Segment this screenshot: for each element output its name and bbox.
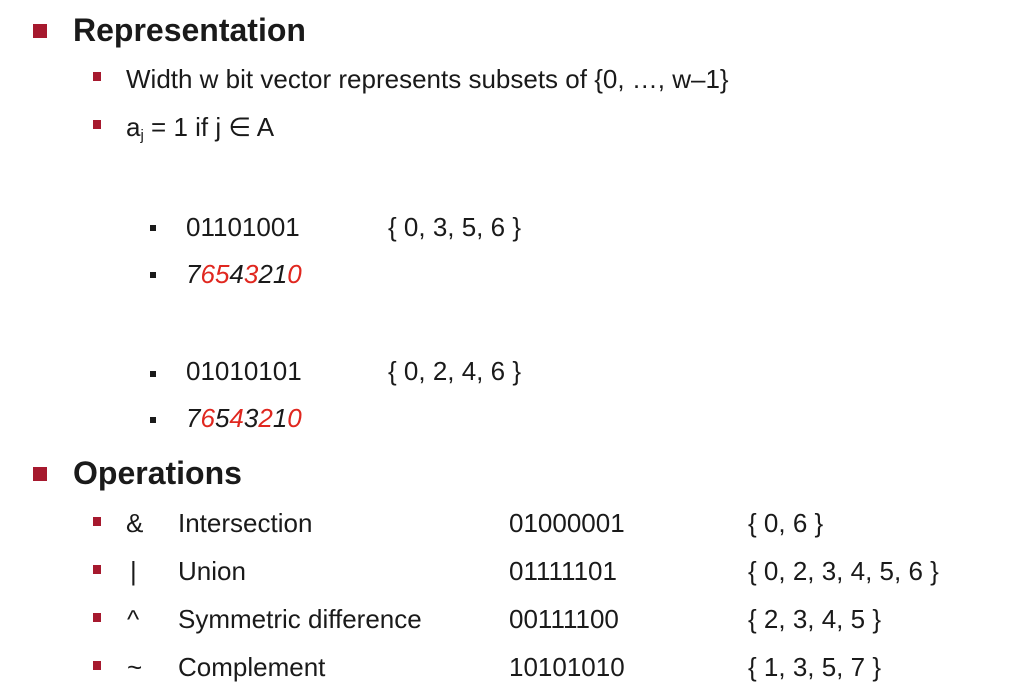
membership-rule-sub: j [140,127,144,144]
membership-rule-post: = 1 if j ∈ A [143,112,275,142]
bit-index-digit: 2 [258,259,273,289]
op-symbol-not: ~ [127,652,143,682]
op-symbol-xor: ^ [127,604,140,634]
example-1-bits: 01101001 [186,212,300,242]
op-symbol-or: | [130,556,137,586]
op-name-intersection: Intersection [178,508,313,538]
bit-index-digit: 5 [214,403,230,433]
example-bullet [150,272,156,278]
op-set-symmetric-difference: { 2, 3, 4, 5 } [748,604,881,634]
list-bullet [93,517,101,526]
bit-index-digit: 1 [272,259,288,289]
bit-vector-definition: Width w bit vector represents subsets of… [126,64,729,94]
example-2-bits: 01010101 [186,356,302,386]
list-bullet [93,661,101,670]
bit-index-digit: 3 [243,259,259,289]
bit-index-digit: 1 [272,403,288,433]
section-bullet [33,467,47,481]
op-name-union: Union [178,556,246,586]
example-bullet [150,371,156,377]
example-1-set: { 0, 3, 5, 6 } [388,212,521,242]
bit-index-digit: 3 [243,403,259,433]
list-bullet [93,565,101,574]
op-bits-complement: 10101010 [509,652,625,682]
list-bullet [93,120,101,129]
bit-index-digit: 7 [186,259,201,289]
membership-rule-pre: a [126,112,141,142]
op-symbol-and: & [126,508,144,538]
op-name-complement: Complement [178,652,326,682]
op-name-symmetric-difference: Symmetric difference [178,604,422,634]
example-bullet [150,417,156,423]
example-bullet [150,225,156,231]
bit-index-digit: 4 [229,403,244,433]
bit-index-digit: 0 [287,403,302,433]
membership-rule: aj = 1 if j ∈ A [126,114,274,143]
example-1-bit-indices: 76543210 [186,261,302,287]
section-bullet [33,24,47,38]
list-bullet [93,613,101,622]
op-bits-intersection: 01000001 [509,508,625,538]
bit-index-digit: 4 [229,259,244,289]
bit-index-digit: 6 [200,259,215,289]
bit-index-digit: 6 [200,403,215,433]
op-bits-symmetric-difference: 00111100 [509,604,619,634]
representation-heading: Representation [73,12,306,48]
op-bits-union: 01111101 [509,556,617,586]
op-set-intersection: { 0, 6 } [748,508,824,538]
op-set-complement: { 1, 3, 5, 7 } [748,652,881,682]
bit-index-digit: 7 [186,403,201,433]
operations-heading: Operations [73,455,242,491]
example-2-bit-indices: 76543210 [186,405,302,431]
bit-index-digit: 5 [214,259,230,289]
bit-index-digit: 2 [258,403,273,433]
list-bullet [93,72,101,81]
example-2-set: { 0, 2, 4, 6 } [388,356,521,386]
bit-index-digit: 0 [287,259,302,289]
op-set-union: { 0, 2, 3, 4, 5, 6 } [748,556,939,586]
